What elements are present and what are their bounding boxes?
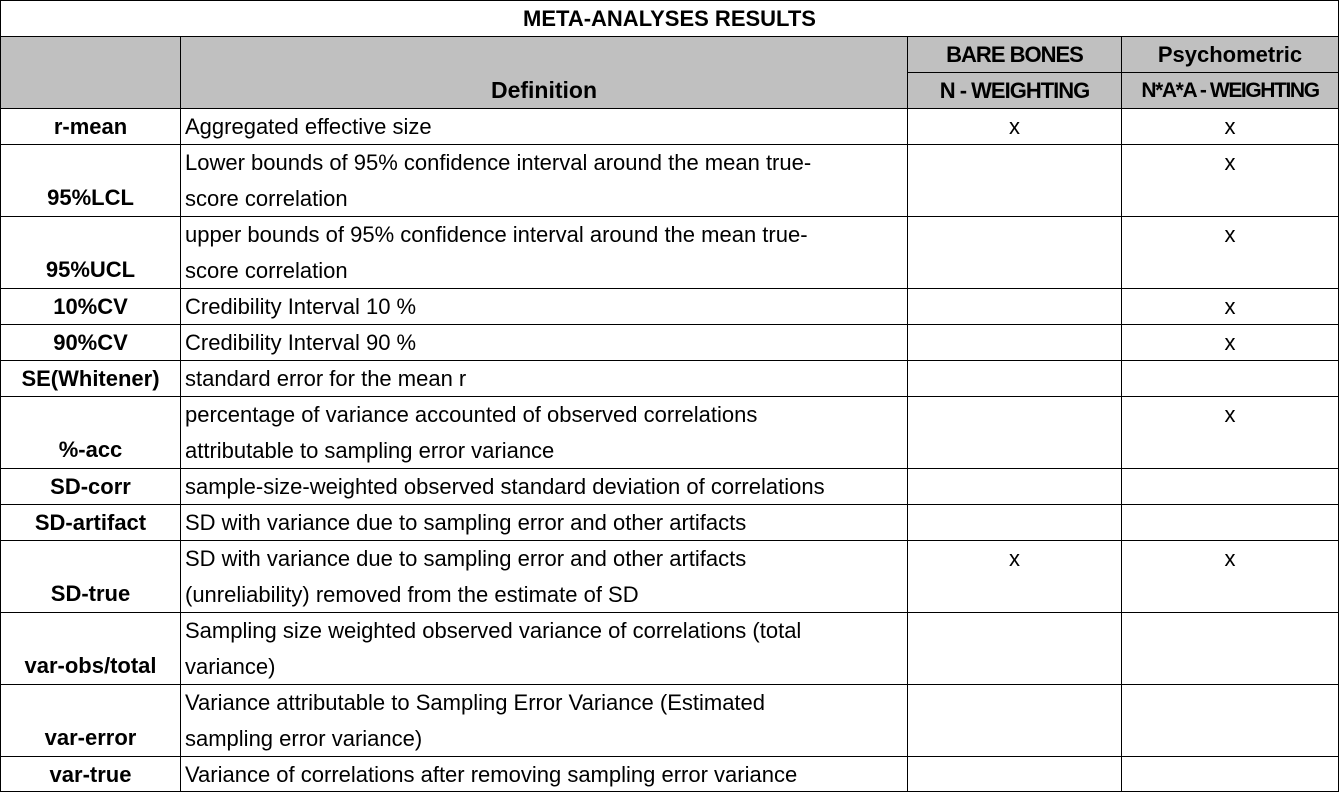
- bare-bones-mark: [908, 325, 1122, 361]
- definition-line-1: Variance of correlations after removing …: [185, 762, 798, 787]
- definition-line-1: sample-size-weighted observed standard d…: [185, 474, 825, 499]
- header-naa-weighting: N*A*A - WEIGHTING: [1122, 73, 1339, 109]
- bare-bones-mark: [908, 145, 1122, 217]
- bare-bones-mark: [908, 757, 1122, 792]
- definition-line-1: Credibility Interval 90 %: [185, 330, 417, 355]
- header-n-weighting: N - WEIGHTING: [908, 73, 1122, 109]
- psychometric-mark: x: [1122, 397, 1339, 469]
- psychometric-mark: [1122, 757, 1339, 792]
- psychometric-mark: x: [1122, 109, 1339, 145]
- row-name: var-true: [0, 757, 181, 792]
- row-name: 95%LCL: [0, 145, 181, 217]
- psychometric-mark: [1122, 505, 1339, 541]
- psychometric-mark: [1122, 685, 1339, 757]
- row-name: var-error: [0, 685, 181, 757]
- definition-line-1: SD with variance due to sampling error a…: [185, 510, 747, 535]
- definition-line-2: sampling error variance): [185, 726, 423, 751]
- row-definition: Credibility Interval 10 %: [181, 289, 908, 325]
- definition-line-1: SD with variance due to sampling error a…: [185, 546, 747, 571]
- definition-line-1: Sampling size weighted observed variance…: [185, 618, 802, 643]
- psychometric-mark: x: [1122, 289, 1339, 325]
- row-name: SD-true: [0, 541, 181, 613]
- bare-bones-mark: [908, 361, 1122, 397]
- psychometric-mark: [1122, 361, 1339, 397]
- row-name: 95%UCL: [0, 217, 181, 289]
- definition-line-1: Credibility Interval 10 %: [185, 294, 417, 319]
- header-name-cell: [0, 37, 181, 109]
- row-name: SD-corr: [0, 469, 181, 505]
- row-definition: SD with variance due to sampling error a…: [181, 505, 908, 541]
- bare-bones-mark: [908, 289, 1122, 325]
- psychometric-mark: x: [1122, 325, 1339, 361]
- psychometric-mark: x: [1122, 541, 1339, 613]
- row-definition: Credibility Interval 90 %: [181, 325, 908, 361]
- row-definition: upper bounds of 95% confidence interval …: [181, 217, 908, 289]
- definition-line-1: Aggregated effective size: [185, 114, 432, 139]
- bare-bones-mark: [908, 217, 1122, 289]
- psychometric-mark: x: [1122, 217, 1339, 289]
- row-name: SD-artifact: [0, 505, 181, 541]
- row-definition: SD with variance due to sampling error a…: [181, 541, 908, 613]
- definition-line-1: standard error for the mean r: [185, 366, 467, 391]
- psychometric-mark: x: [1122, 145, 1339, 217]
- row-name: var-obs/total: [0, 613, 181, 685]
- row-definition: Sampling size weighted observed variance…: [181, 613, 908, 685]
- header-definition: Definition: [181, 37, 908, 109]
- row-definition: Lower bounds of 95% confidence interval …: [181, 145, 908, 217]
- row-name: 90%CV: [0, 325, 181, 361]
- row-definition: Variance attributable to Sampling Error …: [181, 685, 908, 757]
- row-name: %-acc: [0, 397, 181, 469]
- bare-bones-mark: x: [908, 541, 1122, 613]
- psychometric-mark: [1122, 469, 1339, 505]
- definition-line-2: variance): [185, 654, 276, 679]
- definition-line-1: Lower bounds of 95% confidence interval …: [185, 150, 812, 175]
- bare-bones-mark: [908, 469, 1122, 505]
- row-name: r-mean: [0, 109, 181, 145]
- definition-line-2: score correlation: [185, 258, 348, 283]
- row-definition: percentage of variance accounted of obse…: [181, 397, 908, 469]
- psychometric-mark: [1122, 613, 1339, 685]
- row-definition: standard error for the mean r: [181, 361, 908, 397]
- table-title: META-ANALYSES RESULTS: [0, 0, 1339, 37]
- definition-line-2: attributable to sampling error variance: [185, 438, 555, 463]
- header-bare-bones: BARE BONES: [908, 37, 1122, 73]
- row-definition: Variance of correlations after removing …: [181, 757, 908, 792]
- row-name: SE(Whitener): [0, 361, 181, 397]
- definition-line-1: Variance attributable to Sampling Error …: [185, 690, 766, 715]
- bare-bones-mark: x: [908, 109, 1122, 145]
- row-definition: Aggregated effective size: [181, 109, 908, 145]
- bare-bones-mark: [908, 613, 1122, 685]
- bare-bones-mark: [908, 397, 1122, 469]
- row-definition: sample-size-weighted observed standard d…: [181, 469, 908, 505]
- definition-line-2: score correlation: [185, 186, 348, 211]
- definition-line-2: (unreliability) removed from the estimat…: [185, 582, 639, 607]
- row-name: 10%CV: [0, 289, 181, 325]
- bare-bones-mark: [908, 505, 1122, 541]
- definition-line-1: percentage of variance accounted of obse…: [185, 402, 758, 427]
- definition-line-1: upper bounds of 95% confidence interval …: [185, 222, 808, 247]
- bare-bones-mark: [908, 685, 1122, 757]
- header-psychometric: Psychometric: [1122, 37, 1339, 73]
